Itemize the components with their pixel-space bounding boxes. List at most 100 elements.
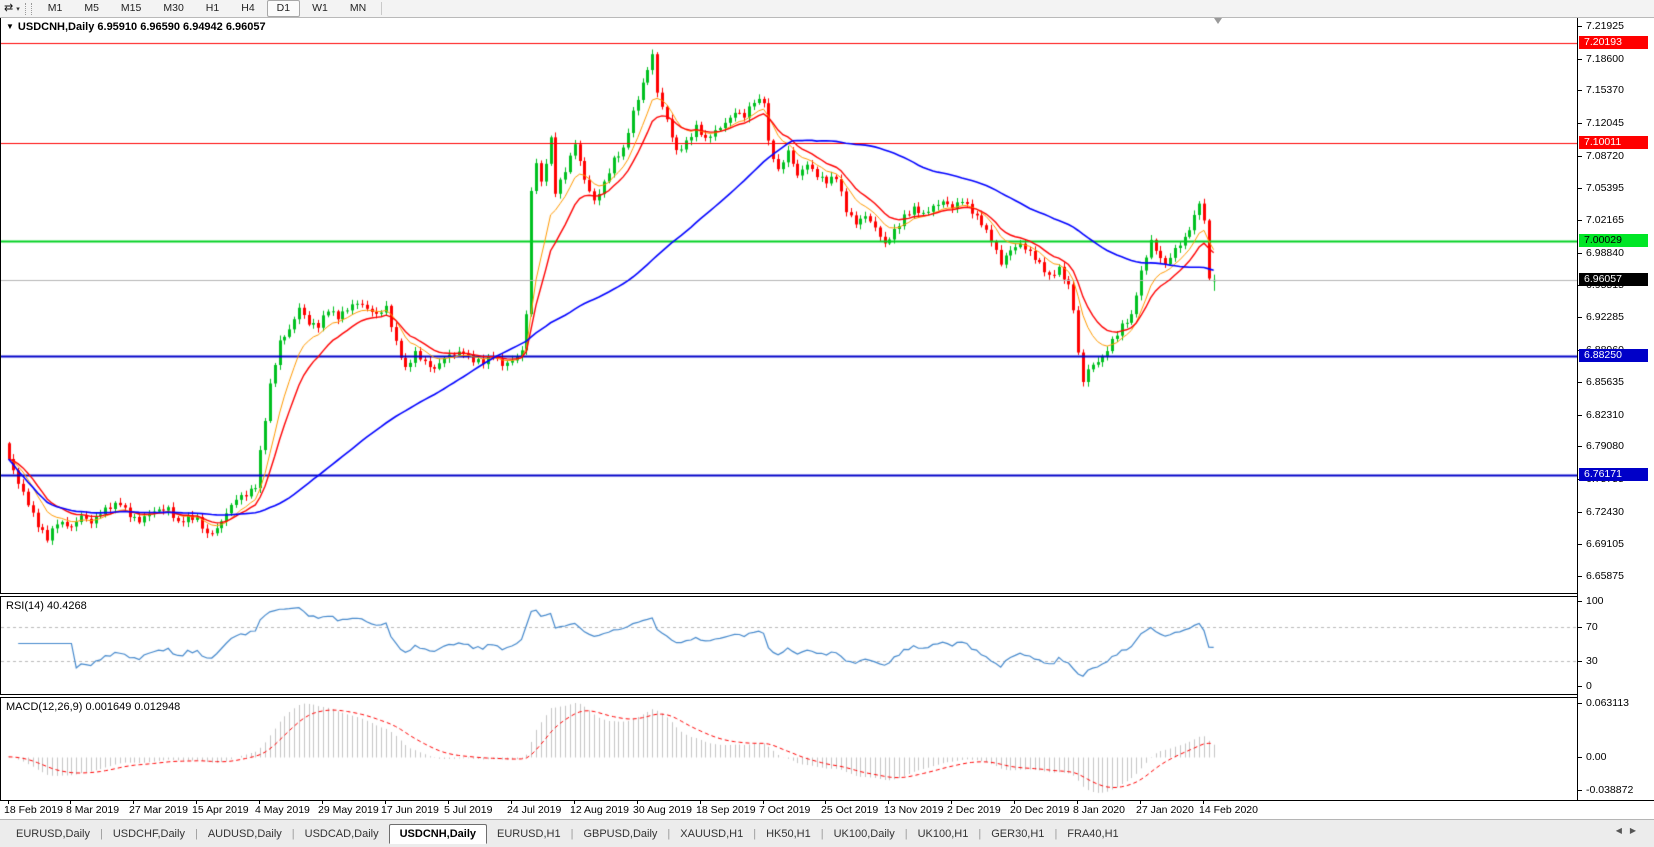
rsi-tick-tickmark	[1578, 601, 1582, 602]
price-tick-tickmark	[1578, 188, 1582, 190]
timeframe-button-d1[interactable]: D1	[266, 0, 301, 17]
panel-separator[interactable]	[0, 593, 1654, 597]
date-tickmark	[133, 801, 134, 804]
price-tick-tickmark	[1578, 316, 1582, 318]
date-axis[interactable]: 18 Feb 2019 8 Mar 2019 27 Mar 2019 15 Apr 2…	[0, 800, 1654, 819]
rsi-label: RSI(14) 40.4268	[6, 600, 87, 612]
rsi-panel: RSI(14) 40.4268	[0, 597, 1578, 694]
timeframe-button-m15[interactable]: M15	[120, 2, 142, 14]
tab-separator: |	[1054, 827, 1058, 840]
chart-tab-eurusd-daily[interactable]: EURUSD,Daily	[16, 828, 90, 840]
macd-current-values: 0.001649 0.012948	[85, 701, 181, 713]
date-label: 8 Mar 2019	[66, 804, 120, 816]
date-tickmark	[385, 801, 386, 804]
tab-separator: |	[99, 827, 103, 840]
rsi-tick: 30	[1586, 654, 1598, 667]
toolbar-dropdown-arrow[interactable]: ▾	[16, 5, 20, 13]
price-chart-panel: ▼ USDCNH,Daily 6.95910 6.96590 6.94942 6.…	[0, 18, 1578, 593]
price-tick-tickmark	[1578, 219, 1582, 221]
macd-tick-tickmark	[1578, 703, 1582, 704]
chart-tab-ger30-h1[interactable]: GER30,H1	[991, 828, 1045, 840]
price-tick-tickmark	[1578, 382, 1582, 384]
timeframe-button-m5[interactable]: M5	[84, 2, 99, 14]
chart-tab-usdchf-daily[interactable]: USDCHF,Daily	[112, 828, 185, 840]
price-tick: 6.72430	[1586, 505, 1624, 518]
chart-tab-xauusd-h1[interactable]: XAUUSD,H1	[680, 828, 744, 840]
chart-tab-uk100-h1[interactable]: UK100,H1	[917, 828, 969, 840]
rsi-tick-tickmark	[1578, 660, 1582, 662]
chart-tab-audusd-daily[interactable]: AUDUSD,Daily	[207, 828, 282, 840]
price-tick-tickmark	[1578, 575, 1582, 577]
date-tickmark	[888, 801, 889, 804]
date-label: 12 Aug 2019	[570, 804, 629, 816]
macd-tick: 0.063113	[1586, 697, 1630, 709]
price-tick: 7.18600	[1586, 52, 1624, 65]
price-line-badge: 7.00029	[1579, 233, 1648, 247]
price-tick-tickmark	[1578, 446, 1582, 448]
date-tickmark	[511, 801, 512, 804]
chart-tab-fra40-h1[interactable]: FRA40,H1	[1067, 828, 1119, 840]
date-tickmark	[1014, 801, 1015, 804]
date-tickmark	[322, 801, 323, 804]
chart-tab-eurusd-h1[interactable]: EURUSD,H1	[497, 828, 561, 840]
timeframe-button-m1[interactable]: M1	[47, 2, 63, 14]
chart-tab-uk100-daily[interactable]: UK100,Daily	[833, 828, 895, 840]
price-tick-tickmark	[1578, 123, 1582, 125]
chart-title: ▼ USDCNH,Daily 6.95910 6.96590 6.94942 6.…	[6, 21, 266, 33]
rsi-canvas[interactable]	[1, 597, 1577, 694]
date-tickmark	[1077, 801, 1078, 804]
price-tick-tickmark	[1578, 26, 1582, 28]
date-tickmark	[1140, 801, 1141, 804]
tab-scroll-left-icon[interactable]: ◀	[1615, 826, 1630, 835]
macd-tick: 0.00	[1586, 750, 1607, 763]
price-tick-tickmark	[1578, 544, 1582, 546]
date-label: 25 Oct 2019	[821, 804, 879, 816]
price-tick-tickmark	[1578, 511, 1582, 513]
symbol-collapse-icon[interactable]: ▼	[6, 22, 14, 31]
chart-tabs: EURUSD,Daily | USDCHF,Daily | AUDUSD,Daily | U…	[6, 823, 1129, 844]
date-label: 17 Jun 2019	[381, 804, 439, 816]
timeframe-button-w1[interactable]: W1	[312, 2, 328, 14]
date-tickmark	[196, 801, 197, 804]
current-price-badge: 6.96057	[1579, 272, 1648, 286]
date-label: 18 Feb 2019	[4, 804, 63, 816]
price-tick-tickmark	[1578, 155, 1582, 157]
chart-tab-usdcad-daily[interactable]: USDCAD,Daily	[304, 828, 379, 840]
macd-canvas[interactable]	[1, 698, 1577, 800]
panel-separator[interactable]	[0, 694, 1654, 698]
tab-scroll-right-icon[interactable]: ▶	[1629, 826, 1644, 835]
price-line-badge: 6.88250	[1579, 349, 1648, 363]
date-tickmark	[763, 801, 764, 804]
chart-tools-icon[interactable]: ⇄	[4, 2, 14, 14]
rsi-tick: 100	[1586, 595, 1604, 607]
date-tickmark	[825, 801, 826, 804]
chart-symbol-label: USDCNH,Daily	[17, 21, 95, 33]
price-tick: 6.98840	[1586, 246, 1624, 259]
price-tick: 6.85635	[1586, 376, 1624, 389]
price-tick: 7.02165	[1586, 213, 1624, 226]
rsi-current-value: 40.4268	[46, 600, 87, 612]
date-label: 27 Jan 2020	[1136, 804, 1194, 816]
price-line-badge: 7.10011	[1579, 135, 1648, 149]
price-tick-tickmark	[1578, 90, 1582, 92]
timeframe-button-h4[interactable]: H4	[241, 2, 255, 14]
timeframe-button-m30[interactable]: M30	[163, 2, 184, 14]
price-line-badge: 6.76171	[1579, 467, 1648, 481]
timeframe-button-mn[interactable]: MN	[349, 2, 367, 14]
date-label: 14 Feb 2020	[1199, 804, 1258, 816]
chart-tab-hk50-h1[interactable]: HK50,H1	[766, 828, 811, 840]
timeframe-button-h1[interactable]: H1	[205, 2, 220, 14]
price-axis[interactable]: 7.21925 7.18600 7.15370 7.12045 7.08720 7.053…	[1577, 18, 1654, 819]
date-tickmark	[700, 801, 701, 804]
date-tickmark	[574, 801, 575, 804]
toolbar-grip[interactable]	[24, 2, 32, 15]
date-label: 8 Jan 2020	[1073, 804, 1125, 816]
chart-shift-marker[interactable]	[1214, 18, 1222, 24]
price-tick: 6.69105	[1586, 538, 1624, 551]
chart-tab-usdcnh-daily[interactable]: USDCNH,Daily	[388, 824, 488, 844]
chart-tab-gbpusd-daily[interactable]: GBPUSD,Daily	[583, 828, 658, 840]
price-chart-canvas[interactable]	[1, 18, 1577, 593]
macd-label: MACD(12,26,9) 0.001649 0.012948	[6, 701, 181, 713]
price-tick: 6.65875	[1586, 569, 1624, 582]
